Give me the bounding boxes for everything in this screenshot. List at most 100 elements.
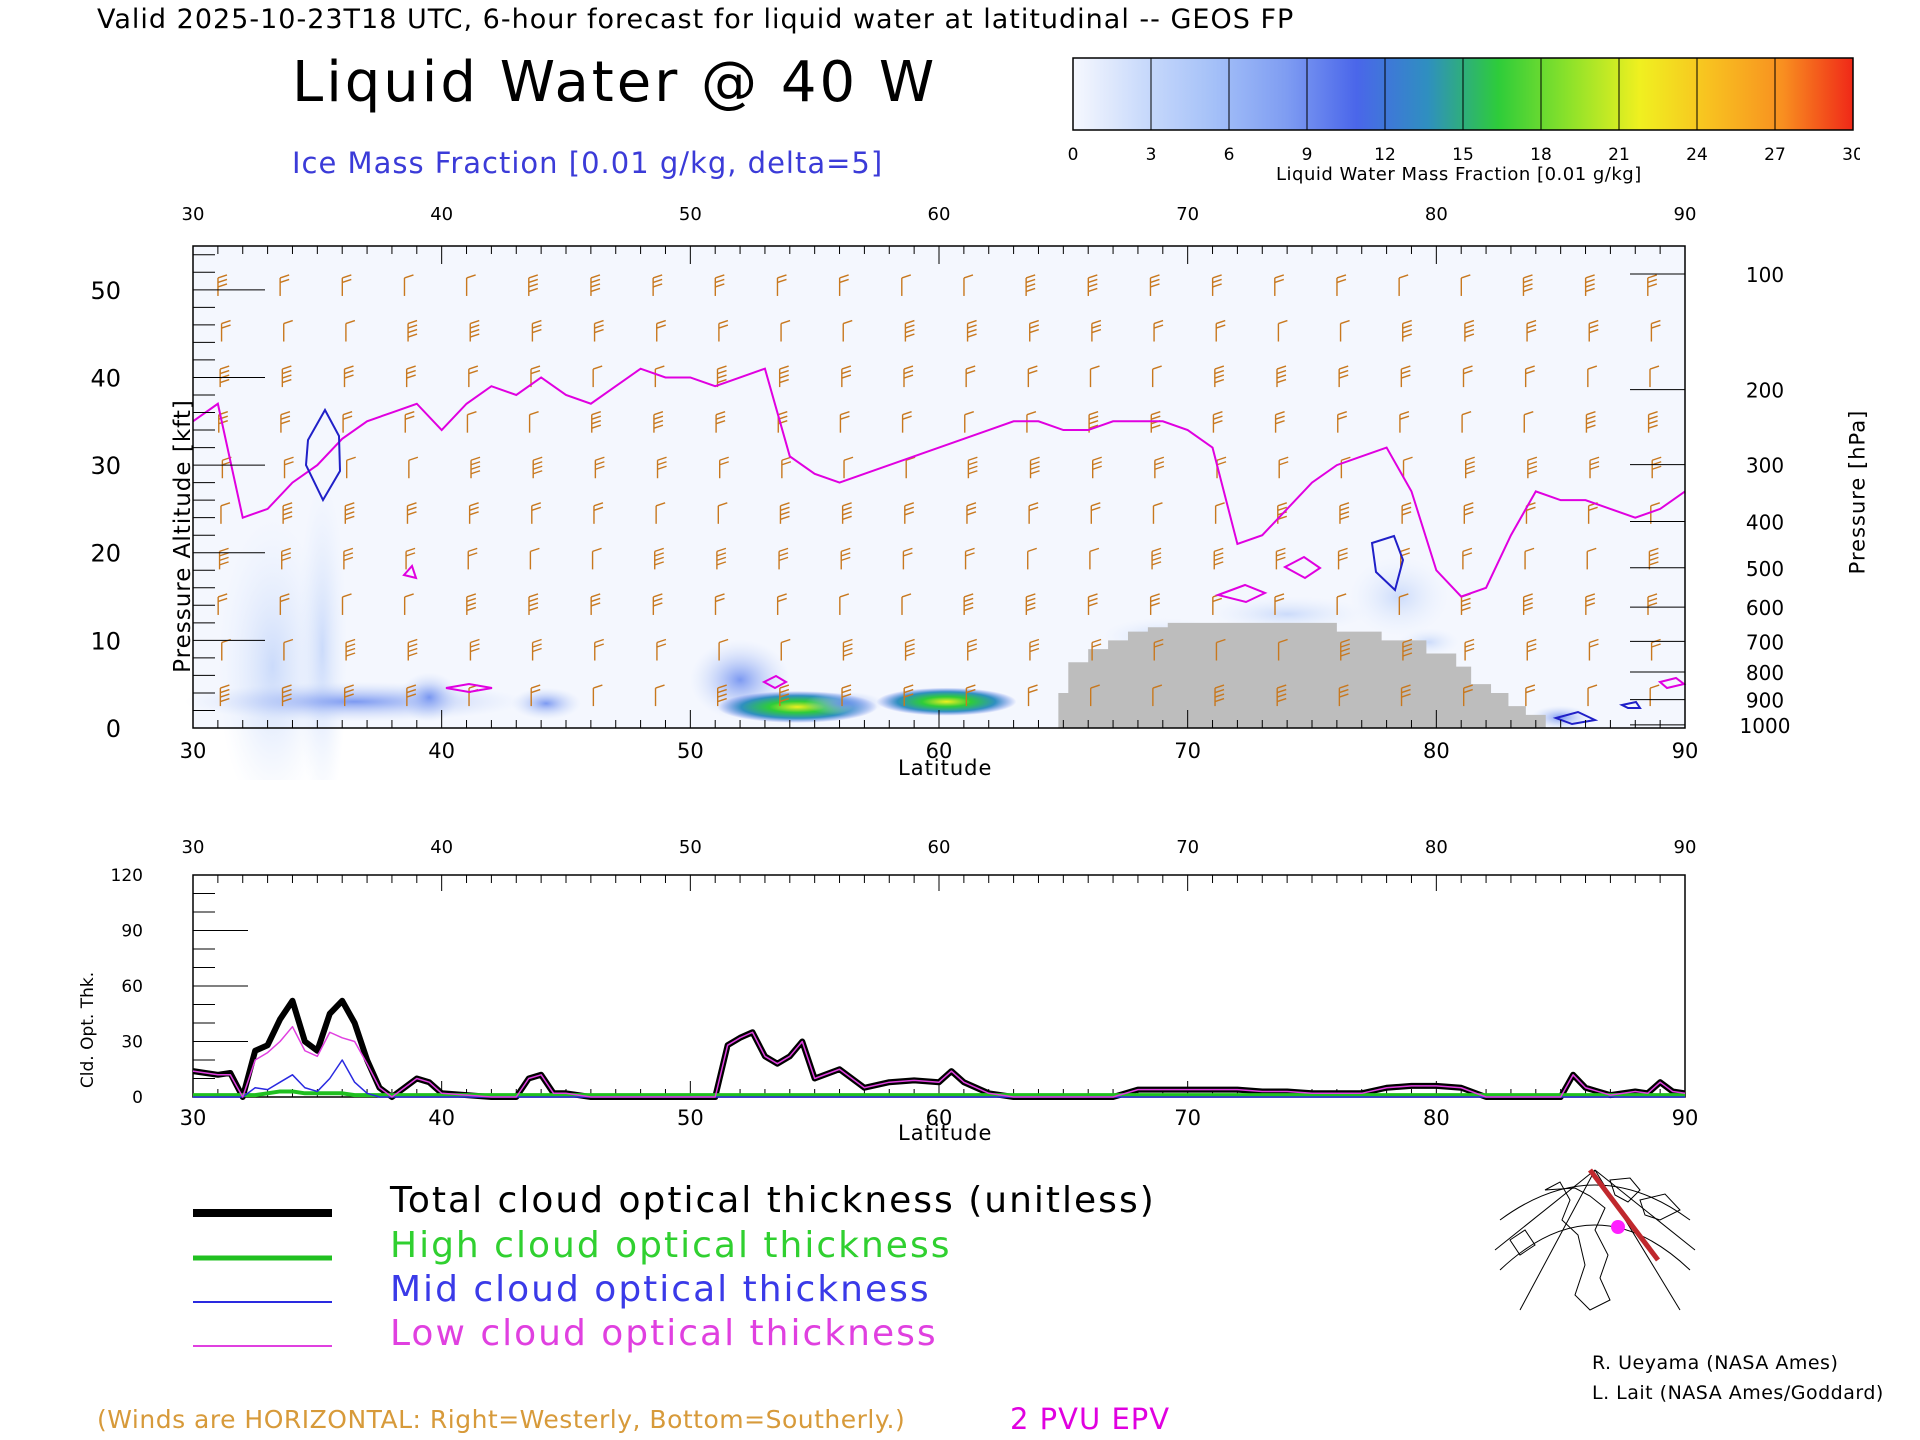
wind-barb bbox=[1149, 593, 1160, 615]
wind-barb bbox=[1337, 411, 1347, 433]
wind-barb bbox=[1028, 502, 1039, 524]
wind-barb bbox=[717, 684, 727, 707]
legend-high: High cloud optical thickness bbox=[390, 1225, 952, 1266]
wind-barb bbox=[1275, 547, 1286, 570]
wind-barb bbox=[343, 365, 354, 388]
wind-barb bbox=[842, 638, 853, 661]
wind-barb bbox=[776, 593, 787, 615]
ice-contours bbox=[304, 407, 1642, 726]
wind-barb bbox=[1524, 547, 1535, 570]
y-tick-label: 120 bbox=[111, 866, 143, 886]
wind-barb bbox=[780, 319, 791, 342]
wind-barb bbox=[469, 319, 480, 342]
colorbar-tick-label: 15 bbox=[1452, 145, 1474, 165]
x-tick-label: 70 bbox=[1174, 739, 1201, 763]
wind-barb bbox=[842, 319, 853, 342]
y-tick-label: 30 bbox=[90, 452, 121, 480]
wind-barb bbox=[1277, 319, 1288, 342]
wind-barb bbox=[1462, 365, 1473, 388]
wind-barb bbox=[1340, 638, 1350, 661]
wind-barb bbox=[1274, 593, 1285, 615]
colorbar-label: Liquid Water Mass Fraction [0.01 g/kg] bbox=[1276, 164, 1642, 185]
wind-barb bbox=[1400, 365, 1411, 388]
wind-barb bbox=[1152, 502, 1163, 524]
wind-barb bbox=[967, 638, 977, 661]
wind-barb bbox=[1398, 274, 1409, 296]
colorbar-tick-label: 30 bbox=[1842, 145, 1860, 165]
wind-barb bbox=[715, 411, 726, 433]
wind-barb bbox=[590, 274, 601, 296]
wind-barb bbox=[1402, 638, 1413, 661]
colorbar-tick-label: 12 bbox=[1374, 145, 1396, 165]
series-low-line bbox=[192, 1025, 1686, 1098]
legend-mid: Mid cloud optical thickness bbox=[390, 1269, 931, 1310]
wind-barb bbox=[1029, 456, 1040, 479]
wind-barb bbox=[841, 502, 852, 524]
wind-barb bbox=[281, 547, 291, 570]
wind-barb bbox=[1151, 547, 1162, 570]
wind-barb bbox=[843, 456, 854, 479]
y-tick-label: 50 bbox=[90, 277, 121, 305]
wind-barb bbox=[1586, 547, 1597, 570]
x-tick-label: 40 bbox=[428, 1106, 455, 1130]
x-tick-label-top: 60 bbox=[928, 837, 951, 858]
wind-barb bbox=[966, 319, 977, 342]
wind-barb bbox=[280, 411, 291, 433]
wind-barb bbox=[344, 684, 354, 707]
wind-barb bbox=[217, 274, 228, 296]
x-tick-label-top: 80 bbox=[1425, 204, 1448, 225]
x-tick-label: 30 bbox=[180, 739, 207, 763]
x-tick-label: 80 bbox=[1423, 739, 1450, 763]
wind-barb bbox=[780, 638, 791, 661]
wind-barb bbox=[1149, 274, 1160, 296]
wind-barb bbox=[1647, 274, 1658, 296]
wind-barb bbox=[218, 547, 229, 570]
wind-barb bbox=[1211, 274, 1222, 296]
cloud-optical-thickness-chart: 30 30 40 40 50 50 60 60 70 70 80 80 90 90 0 30 60 90 120 bbox=[111, 837, 1699, 1130]
wind-barb bbox=[407, 638, 418, 661]
wind-barb bbox=[1464, 638, 1475, 661]
colorbar-tick-label: 3 bbox=[1146, 145, 1157, 165]
wind-barb bbox=[1154, 456, 1165, 479]
y-tick-label: 10 bbox=[90, 627, 121, 655]
wind-barb bbox=[1338, 365, 1349, 388]
wind-barb bbox=[903, 684, 914, 707]
wind-barb bbox=[1587, 684, 1598, 707]
colorbar-tick-label: 24 bbox=[1686, 145, 1708, 165]
wind-barb bbox=[902, 547, 913, 570]
wind-barb bbox=[1522, 274, 1533, 296]
wind-barb bbox=[1650, 502, 1661, 524]
wind-barb bbox=[1339, 319, 1350, 342]
wind-barb bbox=[901, 274, 912, 296]
wind-barb bbox=[967, 456, 978, 479]
series-lines bbox=[192, 997, 1686, 1100]
wind-barb bbox=[1025, 274, 1036, 296]
wind-barb bbox=[470, 456, 481, 479]
y-tick-label: 90 bbox=[121, 922, 143, 942]
wind-barb bbox=[1089, 547, 1100, 570]
wind-barb bbox=[839, 411, 850, 433]
wind-barb bbox=[1650, 319, 1661, 342]
wind-barb bbox=[530, 684, 541, 707]
wind-barb bbox=[405, 547, 416, 570]
wind-barb bbox=[343, 547, 354, 570]
wind-barb bbox=[716, 547, 727, 570]
wind-barb bbox=[528, 411, 539, 433]
pressure-tick-label: 900 bbox=[1746, 689, 1784, 713]
wind-barb bbox=[528, 274, 539, 296]
wind-barb bbox=[531, 502, 542, 524]
wind-barb bbox=[718, 319, 729, 342]
wind-barb bbox=[345, 319, 356, 342]
legend-swatches bbox=[193, 1209, 332, 1347]
wind-barb bbox=[529, 547, 540, 570]
pressure-tick-label: 500 bbox=[1746, 557, 1784, 581]
wind-barb bbox=[1214, 502, 1225, 524]
wind-barb bbox=[283, 319, 293, 342]
y-tick-label: 0 bbox=[106, 715, 121, 743]
pvu-note: 2 PVU EPV bbox=[1010, 1402, 1171, 1436]
y-tick-label: 20 bbox=[90, 540, 121, 568]
wind-barb bbox=[839, 593, 850, 615]
wind-barb bbox=[594, 638, 604, 661]
pressure-tick-label: 700 bbox=[1746, 630, 1784, 654]
wind-barb bbox=[1398, 593, 1409, 615]
